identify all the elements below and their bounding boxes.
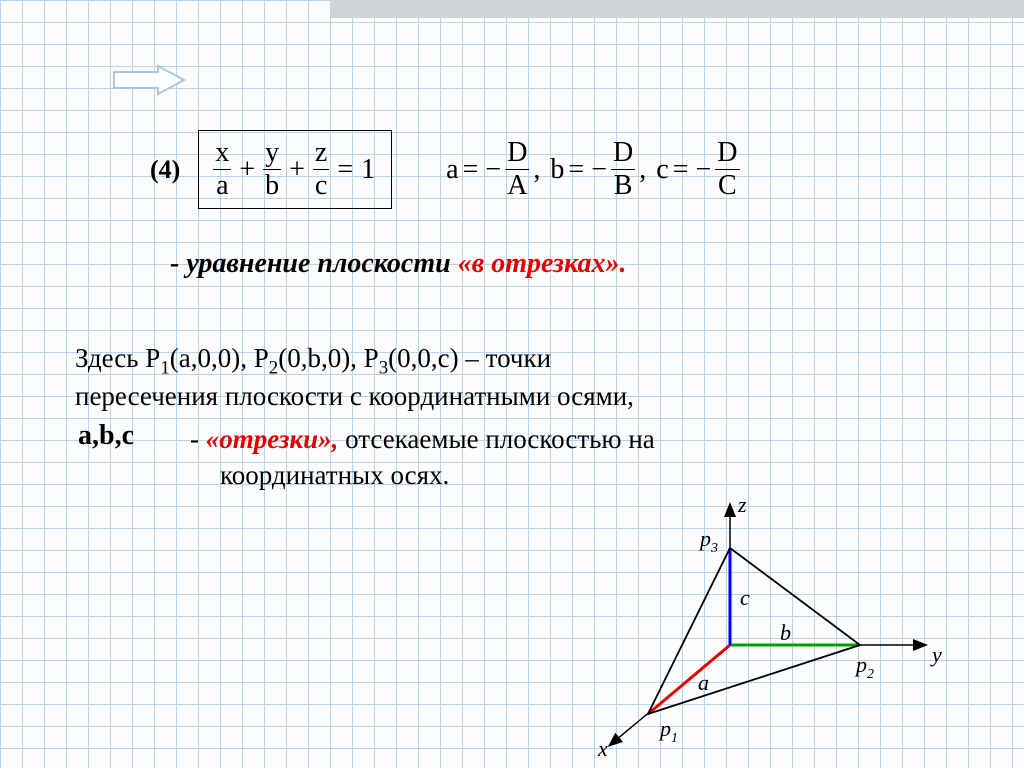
equation-caption: - уравнение плоскости «в отрезках».	[170, 248, 626, 280]
right-arrow-icon	[110, 62, 190, 98]
fraction-x-a: x a	[213, 139, 231, 200]
plus-sign: +	[239, 154, 255, 186]
abc-label: a,b,c	[78, 420, 134, 452]
plus-sign: +	[289, 154, 305, 186]
fraction-z-c: z c	[313, 139, 329, 200]
plane-intercepts-diagram: z y x a b c p1 p2 p3	[560, 490, 980, 760]
y-axis-label: y	[930, 642, 942, 667]
label-c: c	[740, 585, 750, 610]
explanation-line-3: - «отрезки», отсекаемые плоскостью на	[190, 424, 655, 455]
slide-content: (4) x a + y b + z c = 1 a	[0, 0, 1024, 768]
z-axis-label: z	[737, 492, 747, 517]
point-p1: p1	[658, 716, 678, 746]
explanation-line-2: пересечения плоскости с координатными ос…	[75, 378, 634, 414]
label-b: b	[780, 620, 791, 645]
equation-number: (4)	[150, 155, 180, 185]
x-axis-label: x	[597, 736, 608, 760]
explanation-line-1: Здесь P1(a,0,0), P2(0,b,0), P3(0,0,c) – …	[75, 340, 551, 381]
def-a: a = − D A ,	[446, 139, 540, 200]
point-p2: p2	[854, 652, 874, 682]
point-p3: p3	[698, 526, 718, 556]
label-a: a	[698, 670, 709, 695]
rhs-one: 1	[361, 154, 375, 186]
coefficient-definitions: a = − D A , b = − D B , c	[446, 139, 739, 200]
equation-row: (4) x a + y b + z c = 1 a	[0, 130, 1024, 209]
def-c: c = − D C	[656, 139, 739, 200]
segment-a	[648, 645, 730, 714]
fraction-y-b: y b	[263, 139, 281, 200]
explanation-line-4: координатных осях.	[220, 460, 449, 491]
intercept-equation-box: x a + y b + z c = 1	[198, 130, 392, 209]
def-b: b = − D B ,	[550, 139, 646, 200]
equals-sign: =	[337, 154, 353, 186]
